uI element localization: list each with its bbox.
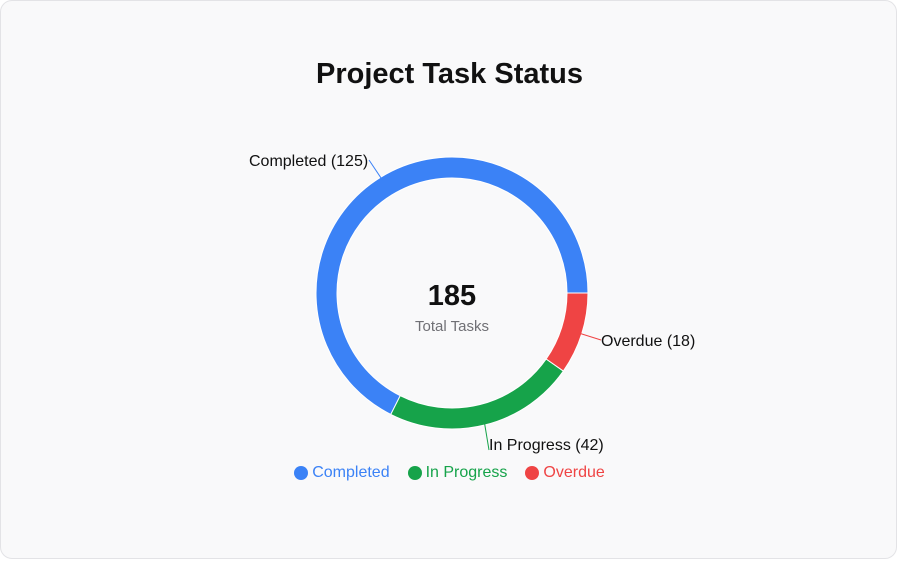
leader-lines	[368, 159, 602, 451]
donut-slice-in-progress[interactable]	[390, 358, 565, 430]
leader-line-in-progress	[483, 420, 490, 451]
center-total-value: 185	[428, 280, 476, 312]
chart-title: Project Task Status	[315, 58, 583, 90]
legend-item-overdue[interactable]: Overdue	[525, 464, 605, 482]
legend-label-overdue: Overdue	[543, 464, 605, 481]
leader-line-overdue	[577, 332, 602, 341]
legend-swatch-completed	[294, 466, 309, 480]
donut-slice-overdue[interactable]	[545, 292, 589, 372]
donut-slices	[315, 156, 589, 430]
center-total-label: Total Tasks	[415, 318, 489, 335]
legend-item-in-progress[interactable]: In Progress	[407, 464, 508, 482]
legend-swatch-in-progress	[407, 466, 422, 480]
slice-label-completed: Completed (125)	[249, 153, 368, 170]
slice-label-in-progress: In Progress (42)	[489, 437, 604, 454]
slice-label-overdue: Overdue (18)	[601, 333, 695, 350]
donut-slice-completed[interactable]	[315, 156, 589, 416]
legend-label-completed: Completed	[312, 464, 390, 481]
legend-item-completed[interactable]: Completed	[294, 464, 390, 482]
leader-line-completed	[368, 159, 384, 181]
legend-label-in-progress: In Progress	[425, 464, 508, 481]
legend-swatch-overdue	[525, 466, 540, 480]
chart-legend: Completed In Progress Overdue	[1, 464, 897, 482]
